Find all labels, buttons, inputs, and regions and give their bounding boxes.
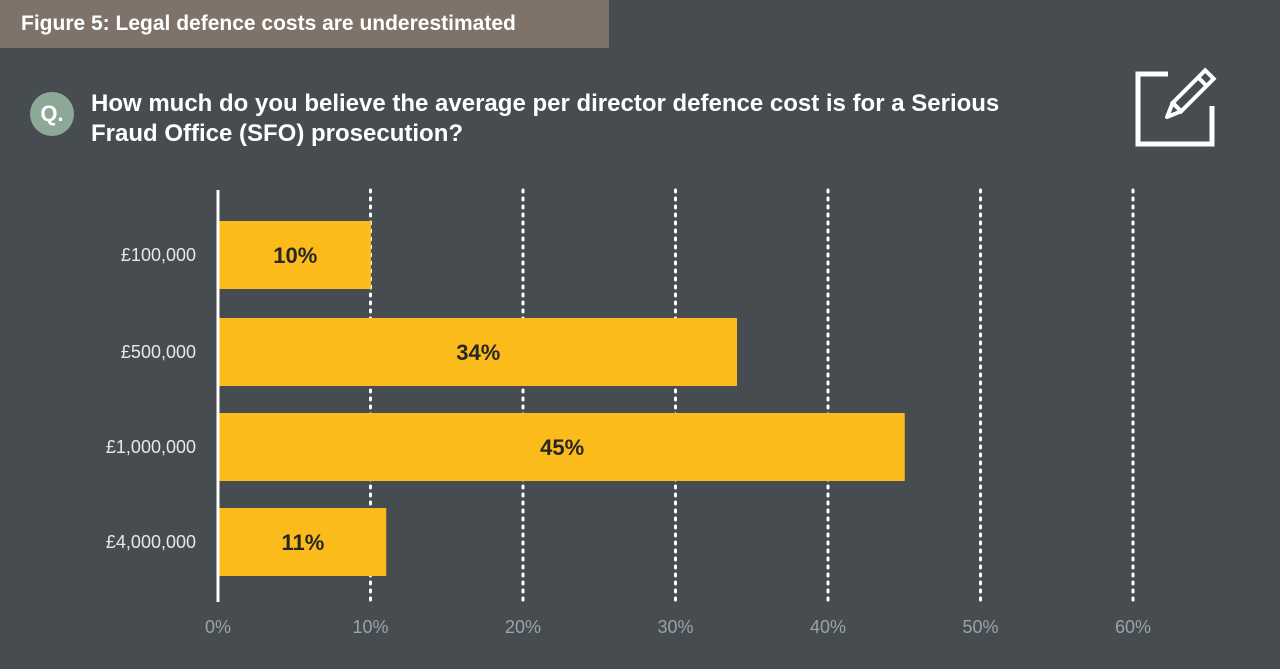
labels: 0% 10% 20% 30% 40% 50% 60% 10% £100,000 34% £500,0… [106,243,1151,637]
category-label: £500,000 [121,342,196,362]
data-label: 45% [540,435,584,460]
bar [219,318,737,386]
x-tick-label: 60% [1115,617,1151,637]
bars [219,221,905,576]
bar [219,413,905,481]
x-tick-label: 10% [352,617,388,637]
bar-chart: 0% 10% 20% 30% 40% 50% 60% 10% £100,000 34% £500,0… [106,188,1151,637]
question-text: How much do you believe the average per … [91,90,1000,147]
question-badge: Q. [30,92,74,136]
data-label: 11% [281,530,324,555]
category-label: £4,000,000 [106,532,196,552]
x-tick-label: 30% [657,617,693,637]
x-tick-label: 0% [205,617,231,637]
x-tick-label: 40% [810,617,846,637]
bar [219,221,371,289]
data-label: 10% [273,243,317,268]
x-tick-label: 20% [505,617,541,637]
edit-pencil-icon [1135,67,1217,147]
data-label: 34% [456,340,500,365]
gridlines [369,188,1135,604]
x-tick-label: 50% [962,617,998,637]
category-label: £1,000,000 [106,437,196,457]
bar [219,508,387,576]
figure-title: Figure 5: Legal defence costs are undere… [0,0,609,48]
category-label: £100,000 [121,245,196,265]
